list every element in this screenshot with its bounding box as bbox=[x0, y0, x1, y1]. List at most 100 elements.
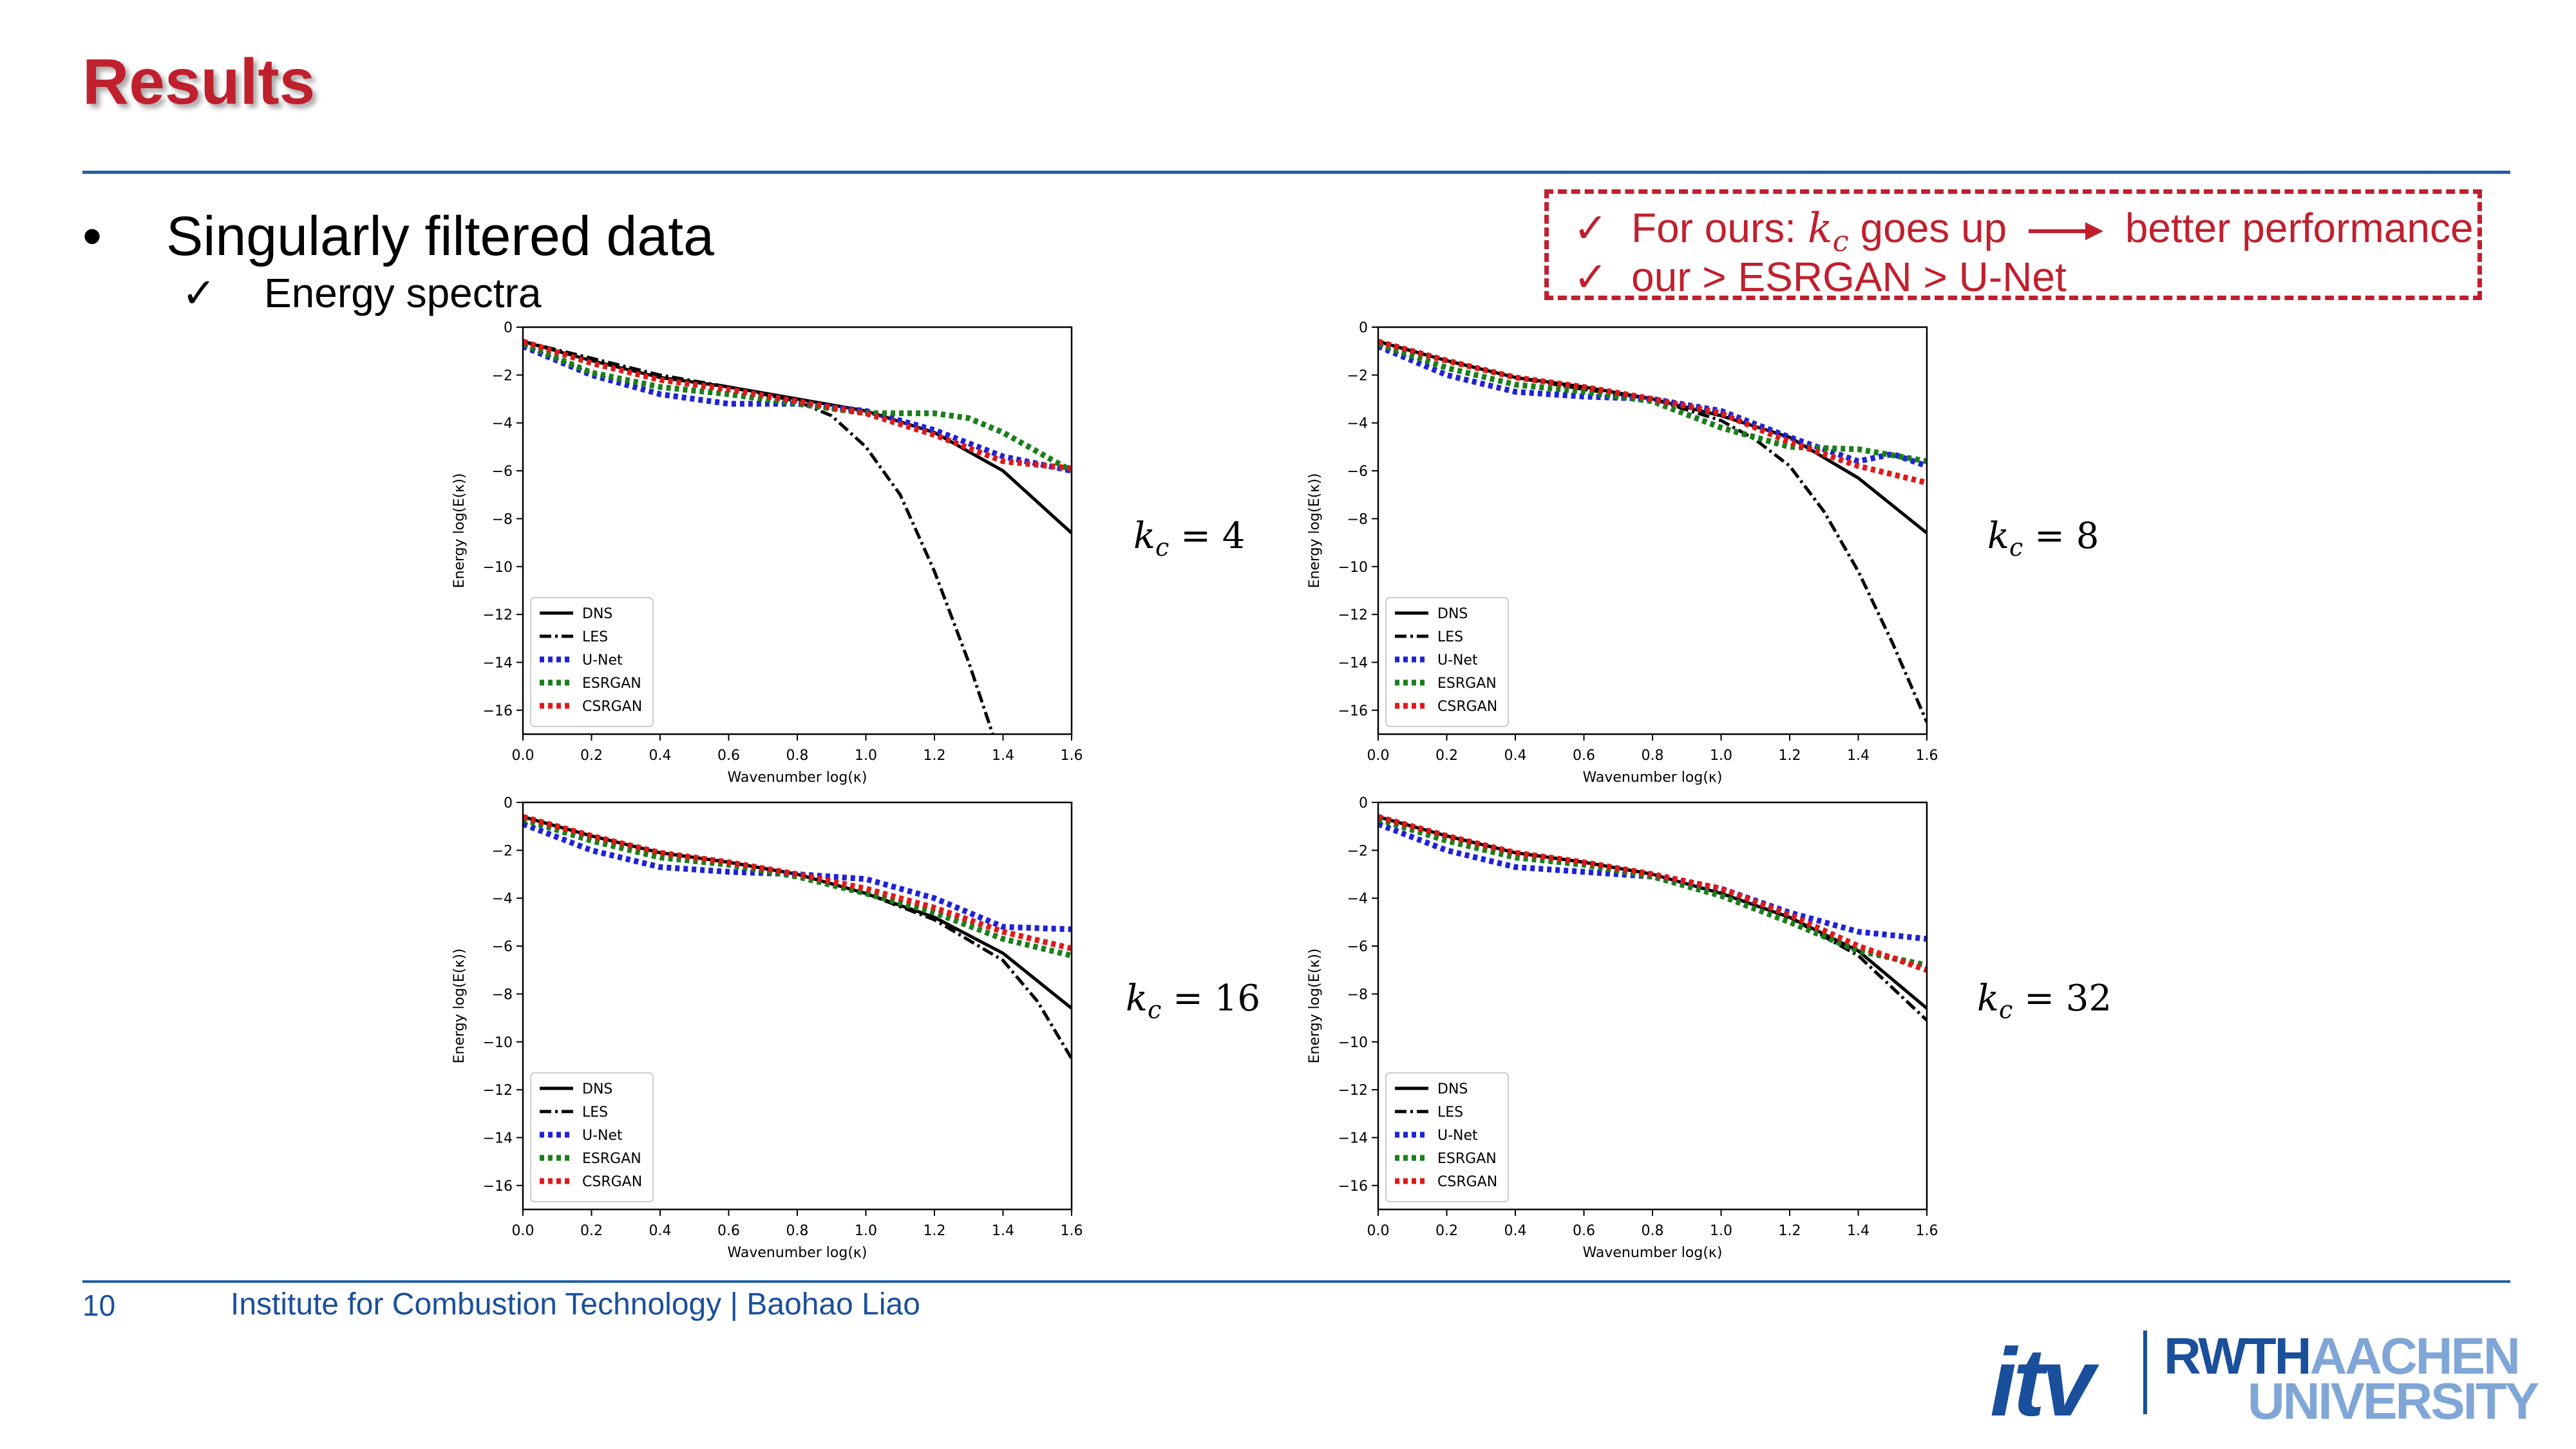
legend-label: U-Net bbox=[1437, 1128, 1478, 1144]
label-eq: = 16 bbox=[1161, 978, 1261, 1019]
x-axis-label: Wavenumber log(κ) bbox=[728, 1245, 867, 1261]
rwth-logo-university: UNIVERSITY bbox=[2248, 1372, 2539, 1430]
y-tick-label: −12 bbox=[483, 607, 513, 623]
y-tick-label: −10 bbox=[483, 1035, 513, 1051]
y-tick-label: −4 bbox=[492, 416, 513, 432]
y-tick-label: −2 bbox=[1347, 843, 1368, 859]
legend-label: CSRGAN bbox=[582, 699, 642, 715]
y-tick-label: −6 bbox=[1347, 939, 1368, 955]
y-tick-label: −2 bbox=[1347, 368, 1368, 384]
y-axis-label: Energy log(E(κ)) bbox=[451, 949, 468, 1064]
series-line-les bbox=[523, 815, 1072, 1060]
x-tick-label: 0.8 bbox=[786, 748, 809, 764]
x-tick-label: 0.6 bbox=[717, 1223, 740, 1239]
x-tick-label: 1.2 bbox=[923, 748, 946, 764]
legend-label: LES bbox=[582, 629, 608, 645]
y-tick-label: −8 bbox=[1347, 511, 1368, 527]
x-tick-label: 1.4 bbox=[992, 748, 1014, 764]
x-tick-label: 0.0 bbox=[1367, 748, 1390, 764]
callout-line-2: ✓ our > ESRGAN > U-Net bbox=[1573, 253, 2067, 301]
series-line-esrgan bbox=[1378, 341, 1927, 464]
footer-rule bbox=[82, 1280, 2510, 1283]
legend-label: ESRGAN bbox=[582, 676, 641, 692]
chart-kc16: 0.0 0.2 0.4 0.6 0.8 1.0 1.2 1.4 1.6 0 −2 −4 −6 −8 −10 −… bbox=[451, 795, 1083, 1261]
panel-label-kc4: kc = 4 bbox=[1133, 515, 1245, 562]
x-tick-label: 0.2 bbox=[1435, 748, 1458, 764]
x-tick-label: 0.6 bbox=[717, 748, 740, 764]
y-axis-label: Energy log(E(κ)) bbox=[1307, 949, 1323, 1064]
x-tick-label: 0.0 bbox=[512, 1223, 535, 1239]
legend-label: LES bbox=[1437, 1104, 1463, 1121]
plot-frame bbox=[1377, 801, 1928, 1211]
arrow-right-icon bbox=[2029, 222, 2104, 241]
x-tick-label: 1.4 bbox=[1847, 1223, 1870, 1239]
series-line-u-net bbox=[523, 821, 1072, 933]
kc-k: k bbox=[1807, 205, 1833, 252]
label-k: k bbox=[1126, 978, 1148, 1019]
y-tick-label: −14 bbox=[483, 655, 513, 671]
y-tick-label: −4 bbox=[492, 891, 513, 907]
plot-frame bbox=[522, 326, 1073, 735]
itv-logo: itv bbox=[1990, 1328, 2095, 1436]
page-number: 10 bbox=[82, 1289, 116, 1322]
y-tick-label: −16 bbox=[1338, 703, 1368, 719]
check-icon: ✓ bbox=[182, 270, 216, 316]
y-tick-label: −2 bbox=[492, 368, 513, 384]
x-tick-label: 1.0 bbox=[1710, 1223, 1732, 1239]
x-axis-label: Wavenumber log(κ) bbox=[1583, 1245, 1723, 1261]
legend-box bbox=[530, 597, 654, 727]
x-tick-label: 1.2 bbox=[1779, 748, 1801, 764]
y-tick-label: −8 bbox=[1347, 987, 1368, 1003]
check-icon: ✓ bbox=[1573, 205, 1608, 251]
y-tick-label: −4 bbox=[1347, 416, 1368, 432]
y-tick-label: 0 bbox=[1359, 795, 1368, 811]
x-tick-label: 1.6 bbox=[1916, 1223, 1938, 1239]
x-tick-label: 1.0 bbox=[855, 748, 877, 764]
x-tick-label: 0.8 bbox=[786, 1223, 809, 1239]
x-tick-label: 0.8 bbox=[1642, 748, 1664, 764]
label-eq: = 8 bbox=[2023, 515, 2099, 557]
panel-label-kc8: kc = 8 bbox=[1987, 515, 2099, 562]
legend-label: CSRGAN bbox=[1437, 699, 1497, 715]
slide-title: Results bbox=[82, 46, 316, 118]
series-line-u-net bbox=[1378, 821, 1927, 942]
label-eq: = 4 bbox=[1169, 515, 1245, 557]
x-tick-label: 1.4 bbox=[1847, 748, 1870, 764]
y-tick-label: −14 bbox=[1338, 655, 1368, 671]
y-axis-label: Energy log(E(κ)) bbox=[451, 473, 468, 589]
panel-label-kc16: kc = 16 bbox=[1126, 978, 1260, 1024]
y-tick-label: 0 bbox=[1359, 320, 1368, 336]
x-tick-label: 0.6 bbox=[1573, 1223, 1595, 1239]
y-tick-label: 0 bbox=[504, 795, 513, 811]
x-tick-label: 1.6 bbox=[1061, 1223, 1083, 1239]
x-tick-label: 0.2 bbox=[580, 1223, 603, 1239]
label-sub: c bbox=[1147, 996, 1162, 1025]
x-tick-label: 0.0 bbox=[512, 748, 535, 764]
y-tick-label: −14 bbox=[1338, 1130, 1368, 1146]
legend-label: LES bbox=[582, 1104, 608, 1121]
x-tick-label: 1.2 bbox=[1779, 1223, 1801, 1239]
legend-label: ESRGAN bbox=[582, 1151, 641, 1167]
y-tick-label: −6 bbox=[492, 939, 513, 955]
legend-label: DNS bbox=[582, 1081, 612, 1097]
check-icon: ✓ bbox=[1573, 254, 1608, 300]
y-tick-label: −8 bbox=[492, 511, 513, 527]
label-k: k bbox=[1987, 515, 2009, 557]
logo-divider bbox=[2143, 1331, 2147, 1414]
legend-label: DNS bbox=[1437, 1081, 1468, 1097]
series-line-dns bbox=[523, 339, 1072, 535]
header-rule bbox=[82, 171, 2510, 174]
legend-label: DNS bbox=[1437, 606, 1468, 622]
x-tick-label: 1.6 bbox=[1061, 748, 1083, 764]
legend-box bbox=[530, 1072, 654, 1202]
rwth-logo-rwth: RWTH bbox=[2164, 1327, 2311, 1385]
chart-kc4: 0.0 0.2 0.4 0.6 0.8 1.0 1.2 1.4 1.6 0 −2 −4 −6 −8 −10 −… bbox=[451, 320, 1083, 786]
x-tick-label: 0.8 bbox=[1642, 1223, 1664, 1239]
legend-label: U-Net bbox=[582, 1128, 623, 1144]
y-tick-label: −6 bbox=[1347, 464, 1368, 480]
series-line-csrgan bbox=[523, 813, 1072, 952]
bullet-dot: • bbox=[82, 205, 102, 267]
bullet-sub-text: Energy spectra bbox=[264, 270, 542, 316]
series-line-csrgan bbox=[523, 339, 1072, 471]
legend-label: ESRGAN bbox=[1437, 676, 1497, 692]
